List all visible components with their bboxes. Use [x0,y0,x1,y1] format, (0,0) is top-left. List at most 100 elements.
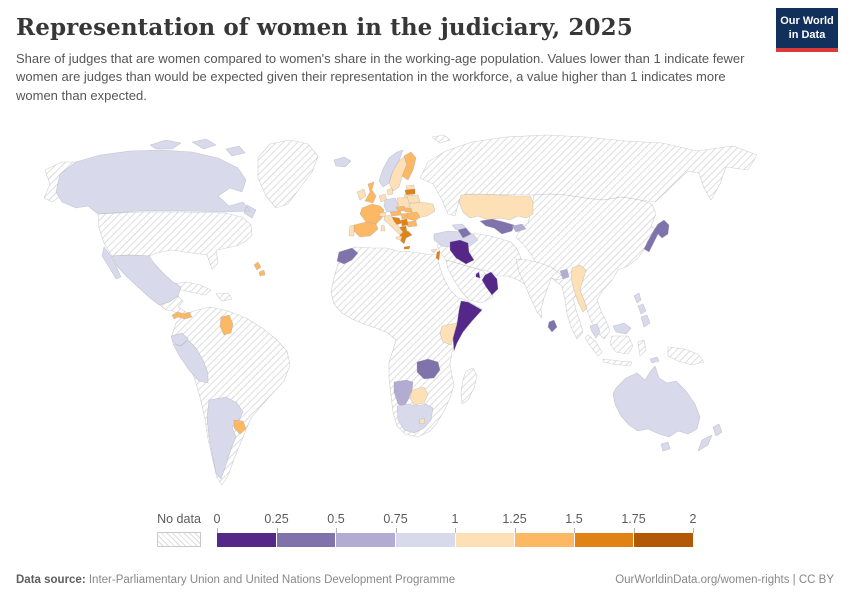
license-link[interactable]: OurWorldinData.org/women-rights | CC BY [615,574,834,586]
country-somalia[interactable] [452,300,483,352]
country-estonia[interactable] [405,184,415,191]
legend-tick-mark [514,528,516,533]
no-data-label: No data [157,512,201,526]
country-serbia[interactable] [400,218,409,227]
country-greece[interactable] [399,230,413,250]
legend-tick-label: 0.25 [264,512,289,526]
country-madagascar[interactable] [460,367,478,405]
legend-bar [217,533,693,547]
legend-bin[interactable] [454,533,515,547]
country-azerbaijan[interactable] [457,227,472,239]
country-malaysia[interactable] [589,322,632,339]
region-svalbard[interactable] [431,134,451,144]
country-south-africa[interactable] [396,403,434,434]
country-lesotho[interactable] [418,417,426,425]
country-denmark[interactable] [386,187,394,196]
legend-tick-label: 0.75 [383,512,408,526]
legend-bin[interactable] [335,533,395,547]
country-cyprus[interactable] [430,248,438,254]
country-hispaniola[interactable] [215,292,233,302]
legend-tick-mark [395,528,397,533]
region-arabian-peninsula[interactable] [445,259,494,304]
chart-title: Representation of women in the judiciary… [16,14,633,41]
country-germany[interactable] [383,197,399,213]
owid-logo[interactable]: Our World in Data [776,8,838,52]
country-papua-new-guinea[interactable] [667,346,705,366]
country-ecuador[interactable] [170,332,189,347]
legend-bin[interactable] [514,533,574,547]
legend-colorbar: 0 0.25 0.5 0.75 1 1.25 1.5 1.75 2 [213,512,696,547]
legend-tick-row: 0 0.25 0.5 0.75 1 1.25 1.5 1.75 2 [213,512,696,533]
country-bangladesh[interactable] [559,268,570,280]
legend-bin[interactable] [275,533,336,547]
country-timor-leste[interactable] [649,356,660,364]
country-iceland[interactable] [333,156,352,168]
country-ireland[interactable] [356,188,367,201]
country-zambia[interactable] [416,358,441,380]
country-canada[interactable] [55,138,257,219]
legend-tick-label: 0 [213,512,221,526]
data-source-label: Data source: [16,574,86,586]
region-south-america-no-data[interactable] [171,306,291,486]
country-japan[interactable] [643,219,670,253]
legend-tick-mark [455,528,456,533]
country-india[interactable] [515,258,565,319]
country-botswana[interactable] [409,386,429,406]
country-greenland[interactable] [257,139,319,209]
legend-tick-mark [217,528,218,533]
country-israel[interactable] [435,250,441,261]
country-austria[interactable] [389,210,403,217]
country-qatar[interactable] [475,271,481,279]
country-guyana[interactable] [219,314,234,336]
country-bahamas[interactable] [253,261,266,277]
legend-tick-mark [336,528,337,533]
country-australia[interactable] [612,365,701,452]
legend-bin[interactable] [573,533,634,547]
country-romania[interactable] [406,211,421,222]
data-source: Data source: Inter-Parliamentary Union a… [16,574,455,586]
country-kyrgyzstan[interactable] [511,223,527,233]
legend-bin[interactable] [394,533,455,547]
country-namibia[interactable] [393,379,414,408]
country-new-zealand[interactable] [697,423,723,452]
legend-tick-label: 1 [451,512,459,526]
country-portugal[interactable] [348,224,355,237]
country-sri-lanka[interactable] [547,319,558,333]
country-spain[interactable] [353,221,379,238]
legend-bin[interactable] [217,533,276,547]
country-panama[interactable] [171,311,193,320]
legend-tick-label: 1.25 [502,512,527,526]
country-morocco[interactable] [336,247,359,265]
country-finland[interactable] [401,151,417,181]
data-source-text: Inter-Parliamentary Union and United Nat… [85,574,456,586]
legend-tick-mark [574,528,575,533]
map-legend: No data 0 0.25 0.5 0.75 1 1.25 1.5 1.75 2 [157,512,696,547]
country-myanmar[interactable] [570,264,588,313]
country-norway[interactable] [378,149,404,188]
country-iraq[interactable] [449,239,475,265]
chart-subtitle: Share of judges that are women compared … [16,51,745,103]
legend-bin[interactable] [633,533,693,547]
country-indonesia[interactable] [584,334,647,367]
country-united-kingdom[interactable] [364,181,377,204]
country-latvia[interactable] [404,188,416,196]
country-argentina[interactable] [206,396,244,480]
legend-tick-label: 1.5 [565,512,583,526]
country-uzbekistan[interactable] [479,218,515,235]
country-belarus[interactable] [406,194,421,204]
country-oman[interactable] [481,271,499,296]
legend-tick-label: 1.75 [621,512,646,526]
country-slovakia[interactable] [403,207,413,213]
legend-no-data[interactable]: No data [157,512,201,547]
country-kenya[interactable] [439,322,458,346]
country-mexico[interactable] [101,246,182,306]
country-philippines[interactable] [633,292,651,328]
country-peru[interactable] [172,339,209,384]
country-italy[interactable] [380,214,404,241]
country-kazakhstan[interactable] [458,193,534,221]
country-uruguay[interactable] [233,419,247,435]
country-france[interactable] [359,203,385,225]
country-poland[interactable] [396,196,412,210]
country-bulgaria[interactable] [405,220,418,228]
